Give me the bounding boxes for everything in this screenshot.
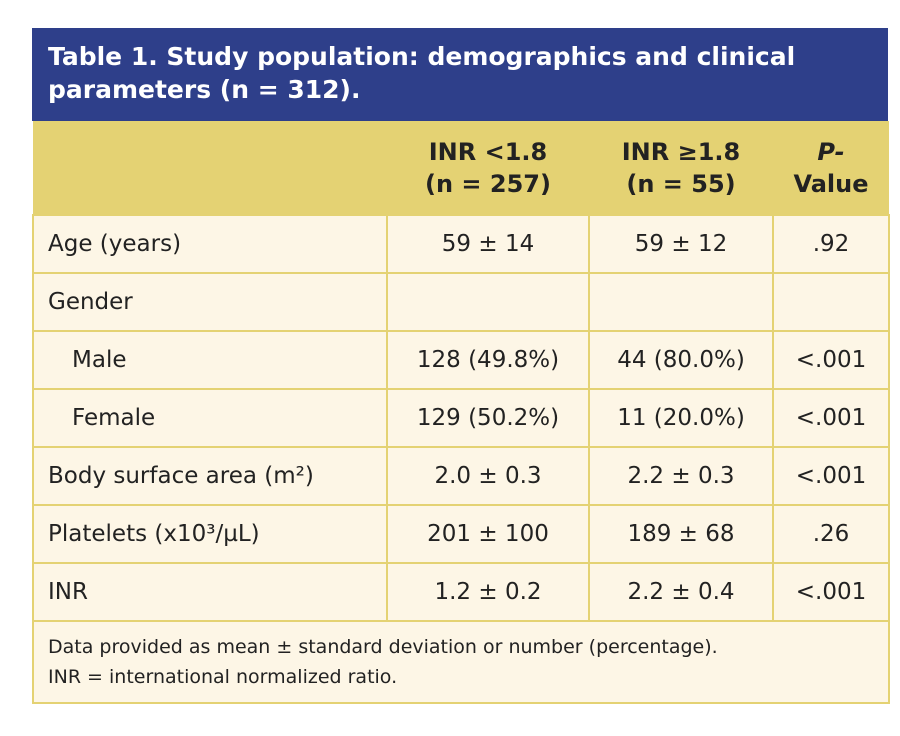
cell-inr-high — [588, 272, 774, 332]
cell-inr-low: 129 (50.2%) — [386, 388, 590, 448]
cell-inr-high: 44 (80.0%) — [588, 330, 774, 390]
table-row: Male 128 (49.8%) 44 (80.0%) <.001 — [32, 330, 890, 390]
header-row: INR <1.8 (n = 257) INR ≥1.8 (n = 55) P- Val… — [33, 121, 889, 215]
table-row: INR 1.2 ± 0.2 2.2 ± 0.4 <.001 — [32, 562, 890, 622]
cell-inr-low: 128 (49.8%) — [386, 330, 590, 390]
data-table: INR <1.8 (n = 257) INR ≥1.8 (n = 55) P- Val… — [32, 121, 890, 704]
cell-p-value: <.001 — [772, 330, 890, 390]
cell-inr-low — [386, 272, 590, 332]
header-p-value: P- Value — [773, 121, 889, 215]
row-label: Platelets (x10³/µL) — [32, 504, 388, 564]
cell-p-value: .92 — [772, 214, 890, 274]
cell-p-value: <.001 — [772, 388, 890, 448]
table-row: Gender — [32, 272, 890, 332]
table-title: Table 1. Study population: demographics … — [32, 28, 888, 121]
cell-inr-high: 11 (20.0%) — [588, 388, 774, 448]
cell-inr-low: 201 ± 100 — [386, 504, 590, 564]
cell-inr-low: 59 ± 14 — [386, 214, 590, 274]
table-row: Body surface area (m²) 2.0 ± 0.3 2.2 ± 0.3… — [32, 446, 890, 506]
cell-inr-high: 2.2 ± 0.3 — [588, 446, 774, 506]
table-row: Female 129 (50.2%) 11 (20.0%) <.001 — [32, 388, 890, 448]
footnote-row: Data provided as mean ± standard deviati… — [32, 620, 890, 704]
cell-inr-high: 2.2 ± 0.4 — [588, 562, 774, 622]
cell-inr-low: 1.2 ± 0.2 — [386, 562, 590, 622]
row-label: Body surface area (m²) — [32, 446, 388, 506]
footnote: Data provided as mean ± standard deviati… — [32, 620, 890, 704]
cell-p-value: <.001 — [772, 446, 890, 506]
header-inr-low: INR <1.8 (n = 257) — [387, 121, 589, 215]
header-label — [33, 121, 387, 215]
cell-inr-high: 189 ± 68 — [588, 504, 774, 564]
cell-p-value: <.001 — [772, 562, 890, 622]
cell-inr-high: 59 ± 12 — [588, 214, 774, 274]
header-inr-high: INR ≥1.8 (n = 55) — [589, 121, 773, 215]
cell-inr-low: 2.0 ± 0.3 — [386, 446, 590, 506]
table-container: Table 1. Study population: demographics … — [32, 28, 890, 704]
row-label: Male — [32, 330, 388, 390]
table-row: Age (years) 59 ± 14 59 ± 12.92 — [32, 214, 890, 274]
cell-p-value: .26 — [772, 504, 890, 564]
table-row: Platelets (x10³/µL) 201 ± 100 189 ± 68.26 — [32, 504, 890, 564]
cell-p-value — [772, 272, 890, 332]
row-label: Gender — [32, 272, 388, 332]
row-label: Female — [32, 388, 388, 448]
row-label: INR — [32, 562, 388, 622]
row-label: Age (years) — [32, 214, 388, 274]
